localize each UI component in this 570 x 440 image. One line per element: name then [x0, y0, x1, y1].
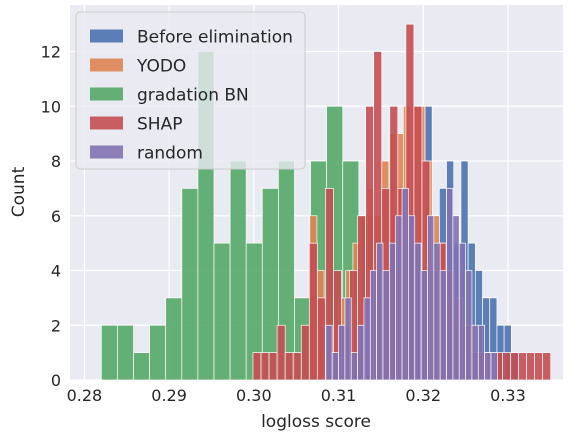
- x-tick-label: 0.32: [405, 386, 441, 405]
- histogram-bar: [370, 271, 376, 380]
- x-axis-ticks: 0.28 0.29 0.30 0.31 0.32 0.33: [67, 386, 526, 405]
- histogram-bar: [415, 243, 421, 380]
- histogram-bar: [358, 325, 364, 380]
- y-tick-label: 6: [51, 207, 61, 226]
- histogram-bar: [447, 188, 453, 380]
- legend-label: YODO: [136, 57, 186, 77]
- x-tick-label: 0.33: [490, 386, 526, 405]
- y-tick-label: 10: [41, 97, 61, 116]
- histogram-bar: [459, 243, 465, 380]
- histogram-bar: [166, 298, 182, 380]
- x-tick-label: 0.31: [321, 386, 357, 405]
- histogram-bar: [345, 298, 351, 380]
- histogram-bar: [214, 243, 230, 380]
- y-tick-label: 12: [41, 43, 61, 62]
- y-tick-label: 8: [51, 152, 61, 171]
- histogram-bar: [408, 216, 414, 380]
- histogram-bar: [389, 243, 395, 380]
- histogram-bar: [519, 353, 527, 380]
- histogram-bar: [261, 353, 269, 380]
- x-tick-label: 0.28: [67, 386, 103, 405]
- histogram-bar: [440, 271, 446, 380]
- histogram-bar: [332, 353, 338, 380]
- histogram-bar: [326, 325, 332, 380]
- y-axis-label: Count: [9, 166, 29, 217]
- histogram-bar: [351, 353, 357, 380]
- histogram-bar: [117, 325, 133, 380]
- legend-swatch: [90, 59, 123, 72]
- histogram-bar: [543, 353, 551, 380]
- histogram-bar: [230, 161, 246, 380]
- histogram-bar: [491, 353, 497, 380]
- histogram-bar: [466, 271, 472, 380]
- histogram-bar: [535, 353, 543, 380]
- histogram-bar: [383, 271, 389, 380]
- histogram-bar: [527, 353, 535, 380]
- histogram-bar: [277, 325, 285, 380]
- x-tick-label: 0.30: [236, 386, 272, 405]
- y-tick-label: 4: [51, 262, 61, 281]
- histogram-bar: [253, 353, 261, 380]
- histogram-bar: [427, 216, 433, 380]
- x-axis-label: logloss score: [261, 412, 371, 432]
- legend-swatch: [90, 30, 123, 43]
- y-tick-label: 2: [51, 316, 61, 335]
- histogram-bar: [182, 188, 198, 380]
- histogram-bar: [472, 325, 478, 380]
- histogram-bar: [510, 353, 518, 380]
- histogram-bar: [402, 188, 408, 380]
- histogram-bar: [262, 188, 278, 380]
- histogram-bar: [434, 243, 440, 380]
- histogram-bar: [502, 353, 510, 380]
- legend: Before elimination YODO gradation BN SHAP ra…: [76, 12, 305, 169]
- y-axis-ticks: 0 2 4 6 8 10 12: [41, 43, 61, 390]
- histogram-bar: [478, 325, 484, 380]
- histogram-bar: [285, 353, 293, 380]
- histogram-bar: [101, 325, 117, 380]
- histogram-bar: [301, 325, 309, 380]
- histogram-bar: [485, 353, 491, 380]
- histogram-bar: [421, 271, 427, 380]
- legend-label: random: [137, 144, 203, 164]
- legend-label: gradation BN: [137, 86, 249, 106]
- histogram-bar: [269, 353, 277, 380]
- histogram-bar: [150, 325, 166, 380]
- histogram-bar: [339, 325, 345, 380]
- histogram-bar: [293, 353, 301, 380]
- histogram-bar: [453, 216, 459, 380]
- histogram-bar: [317, 298, 325, 380]
- legend-label: Before elimination: [137, 28, 293, 48]
- y-tick-label: 0: [51, 371, 61, 390]
- histogram-bar: [309, 243, 317, 380]
- legend-swatch: [90, 117, 123, 130]
- histogram-bar: [134, 353, 150, 380]
- histogram-bar: [377, 243, 383, 380]
- histogram-bar: [396, 216, 402, 380]
- legend-swatch: [90, 88, 123, 101]
- x-tick-label: 0.29: [151, 386, 187, 405]
- histogram-bar: [364, 298, 370, 380]
- legend-label: SHAP: [137, 115, 182, 135]
- legend-swatch: [90, 146, 123, 159]
